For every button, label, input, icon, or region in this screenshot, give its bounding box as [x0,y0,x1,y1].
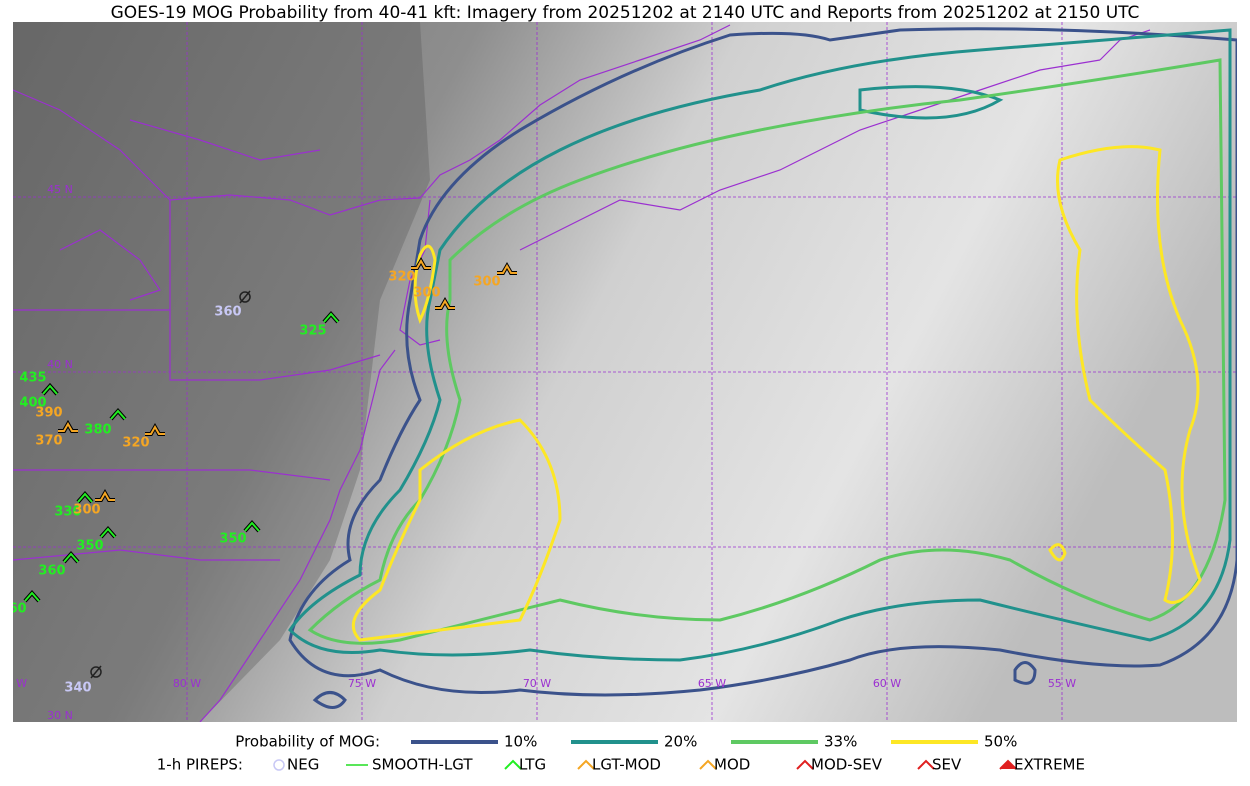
lat-label: 40 N [47,358,73,371]
lat-label: 30 N [47,709,73,722]
ltg-marker-inner [100,527,116,538]
report-label: 320 [122,436,149,451]
legend-swatch [699,759,717,770]
grid-labels: 85 W 80 W 75 W 70 W 65 W 60 W 55 W 45 N 40 N 30 N [0,183,1076,722]
contour-0 [288,27,1237,697]
contour-3 [1056,145,1202,604]
report-label: 300 [73,503,100,518]
graticule [13,22,1237,722]
report-label: 370 [35,434,62,449]
neg-marker [239,291,251,303]
report-label: 300 [413,286,440,301]
legend-label: EXTREME [1014,756,1085,774]
legend-swatch [577,759,595,770]
report-label: 350 [76,539,103,554]
ltg-marker-inner [110,409,126,420]
legend-label: LGT-MOD [592,756,661,774]
report-label: 360 [38,564,65,579]
lat-label: 45 N [47,183,73,196]
legend: Probability of MOG: 10% 20% 33% 50% 1-h PIREP… [157,733,1085,774]
ltg-marker-inner [244,521,260,532]
lon-label: 60 W [873,677,901,690]
report-label: 380 [84,423,111,438]
legend-label: MOD-SEV [811,756,883,774]
report-label: 360 [214,305,241,320]
neg-marker [90,666,102,678]
legend-label: 50% [984,733,1017,751]
neg-slash [90,665,102,679]
ltg-marker-inner [24,591,40,602]
contour-2 [307,58,1227,645]
mod-marker-inner [95,490,115,501]
legend-label: LTG [519,756,546,774]
legend-label: 10% [504,733,537,751]
contours [288,27,1237,709]
mod-marker-inner [497,263,517,274]
ltg-marker-inner [323,312,339,323]
neg-slash [239,290,251,304]
lon-label: 65 W [698,677,726,690]
mod-marker-inner [411,258,431,269]
contour-1 [288,28,1232,662]
ltg-marker-inner [63,552,79,563]
report-label: 340 [64,681,91,696]
legend-label: 20% [664,733,697,751]
ltg-marker-inner [42,384,58,395]
mod-marker-inner [435,298,455,309]
contour-0 [312,691,347,709]
legend-title: Probability of MOG: [235,733,380,751]
lon-label: 75 W [348,677,376,690]
legend-swatch [999,759,1017,770]
contour-1 [858,85,1004,120]
legend-label: 33% [824,733,857,751]
lon-label: 85 W [0,677,27,690]
lon-label: 55 W [1048,677,1076,690]
lon-label: 70 W [523,677,551,690]
legend-title: 1-h PIREPS: [157,756,243,774]
map-area: 85 W 80 W 75 W 70 W 65 W 60 W 55 W 45 N 40 N 30 N… [0,22,1237,722]
title: GOES-19 MOG Probability from 40-41 kft: … [111,3,1140,23]
legend-swatch [504,759,522,770]
legend-label: SMOOTH-LGT [372,756,473,774]
legend-swatch [917,759,935,770]
ltg-marker-inner [77,492,93,503]
pireps: 360 340 325 350 350 360 360 435 400 330 380 390 370 3… [0,256,517,696]
legend-label: SEV [932,756,962,774]
mod-marker-inner [145,424,165,435]
report-label: 390 [35,406,62,421]
report-label: 330 [54,505,81,520]
report-label: 360 [0,602,27,617]
report-label: 300 [473,275,500,290]
lon-label: 80 W [173,677,201,690]
legend-swatch [273,759,285,771]
contour-3 [1048,543,1067,562]
legend-swatch [796,759,814,770]
contour-0 [1013,661,1037,685]
legend-label: MOD [714,756,750,774]
legend-label: NEG [287,756,319,774]
mod-marker-inner [58,421,78,432]
contour-3 [351,418,562,642]
report-label: 400 [19,396,46,411]
report-label: 320 [388,270,415,285]
report-label: 350 [219,532,246,547]
report-label: 325 [299,324,326,339]
contour-3 [413,244,437,324]
report-label: 435 [19,371,46,386]
